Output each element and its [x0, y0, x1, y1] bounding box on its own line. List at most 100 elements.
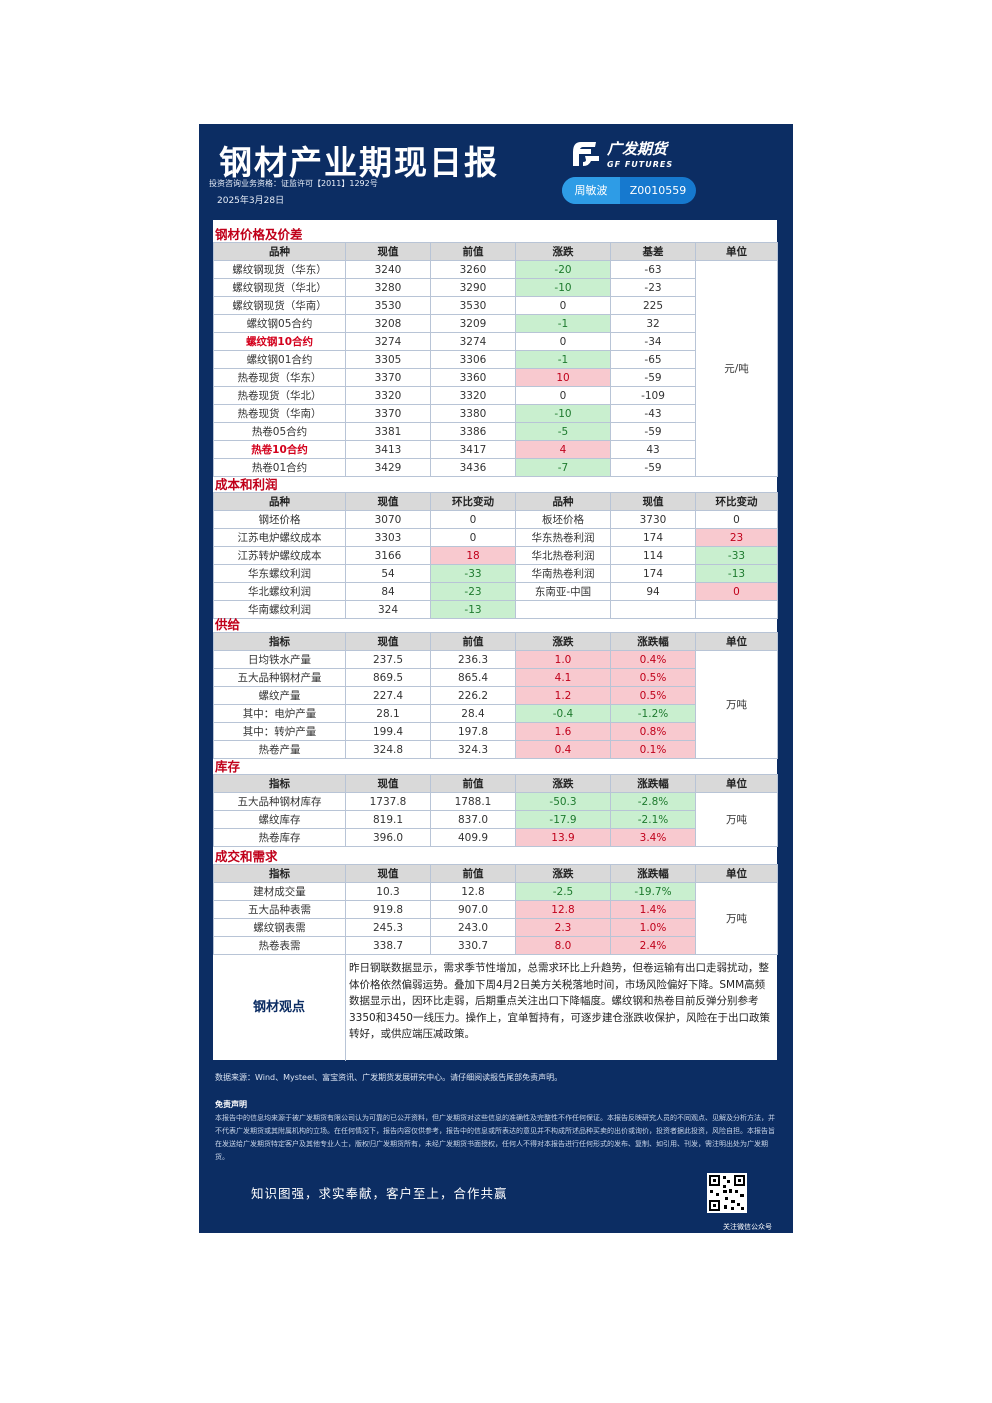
table-row: 江苏电炉螺纹成本 3303 0 华东热卷利润 174 23: [213, 528, 778, 547]
change-value: -20: [515, 260, 611, 279]
table-row: 热卷表需 338.7 330.7 8.0 2.4%: [213, 936, 778, 955]
change-value: 1.2: [515, 686, 611, 705]
header-cell: 指标: [213, 774, 346, 793]
basis-value: -59: [610, 368, 696, 387]
previous-value: 12.8: [430, 882, 516, 901]
current-value: 3208: [345, 314, 431, 333]
previous-value: 324.3: [430, 740, 516, 759]
section-title-cost: 成本和利润: [215, 477, 278, 492]
previous-value: 236.3: [430, 650, 516, 669]
gf-logo-icon: [573, 142, 599, 166]
change-pct: 1.0%: [610, 918, 696, 937]
row-name: 螺纹产量: [213, 686, 346, 705]
change-value: 8.0: [515, 936, 611, 955]
change-value: -10: [515, 404, 611, 423]
data-source: 数据来源：Wind、Mysteel、富宝资讯、广发期货发展研究中心。请仔细阅读报…: [215, 1073, 563, 1082]
basis-value: -34: [610, 332, 696, 351]
table-row: 螺纹钢01合约 3305 3306 -1 -65: [213, 350, 778, 369]
demand-table: 指标 现值 前值 涨跌 涨跌幅 单位 建材成交量 10.3 12.8 -2.5 -19.7% 万吨 五大…: [213, 864, 778, 955]
table-header-row: 指标 现值 前值 涨跌 涨跌幅 单位: [213, 632, 778, 651]
table-row: 华东螺纹利润 54 -33 华南热卷利润 174 -13: [213, 564, 778, 583]
previous-value: 409.9: [430, 828, 516, 847]
table-row: 其中：电炉产量 28.1 28.4 -0.4 -1.2%: [213, 704, 778, 723]
current-value: 174: [610, 528, 696, 547]
report-date: 2025年3月28日: [217, 196, 285, 206]
header-cell: 前值: [430, 774, 516, 793]
current-value: 3070: [345, 510, 431, 529]
current-value: 819.1: [345, 810, 431, 829]
change-value: 2.3: [515, 918, 611, 937]
basis-value: 43: [610, 440, 696, 459]
change-value: -13: [695, 564, 778, 583]
current-value: 84: [345, 582, 431, 601]
previous-value: 28.4: [430, 704, 516, 723]
previous-value: 3380: [430, 404, 516, 423]
table-row: 五大品种表需 919.8 907.0 12.8 1.4%: [213, 900, 778, 919]
change-pct: 2.4%: [610, 936, 696, 955]
current-value: 237.5: [345, 650, 431, 669]
change-value: -10: [515, 278, 611, 297]
change-pct: -2.1%: [610, 810, 696, 829]
current-value: 919.8: [345, 900, 431, 919]
previous-value: 837.0: [430, 810, 516, 829]
change-pct: 0.4%: [610, 650, 696, 669]
current-value: 3305: [345, 350, 431, 369]
current-value: 3413: [345, 440, 431, 459]
current-value: 245.3: [345, 918, 431, 937]
header-cell: 单位: [695, 632, 778, 651]
row-name: 螺纹钢10合约: [213, 332, 346, 351]
basis-value: 225: [610, 296, 696, 315]
current-value: 3280: [345, 278, 431, 297]
table-row: 螺纹产量 227.4 226.2 1.2 0.5%: [213, 686, 778, 705]
previous-value: 3260: [430, 260, 516, 279]
change-value: 12.8: [515, 900, 611, 919]
table-row: 热卷产量 324.8 324.3 0.4 0.1%: [213, 740, 778, 759]
header-cell: 涨跌幅: [610, 632, 696, 651]
logo-chinese-name: 广发期货: [607, 140, 668, 158]
change-value: 23: [695, 528, 778, 547]
current-value: 114: [610, 546, 696, 565]
header-cell: 涨跌幅: [610, 864, 696, 883]
current-value: 3274: [345, 332, 431, 351]
table-row: 热卷01合约 3429 3436 -7 -59: [213, 458, 778, 477]
previous-value: 3386: [430, 422, 516, 441]
row-name: 热卷库存: [213, 828, 346, 847]
current-value: 3303: [345, 528, 431, 547]
company-slogan: 知识图强，求实奉献，客户至上，合作共赢: [251, 1186, 508, 1201]
row-name: 江苏电炉螺纹成本: [213, 528, 346, 547]
data-panel: 钢材价格及价差 品种 现值 前值 涨跌 基差 单位 螺纹钢现货（华东） 3240 3260 -20…: [213, 220, 778, 1061]
change-value: -0.4: [515, 704, 611, 723]
header-cell: 指标: [213, 864, 346, 883]
table-row: 螺纹钢10合约 3274 3274 0 -34: [213, 332, 778, 351]
previous-value: 243.0: [430, 918, 516, 937]
header-cell: 涨跌: [515, 864, 611, 883]
table-row: 建材成交量 10.3 12.8 -2.5 -19.7% 万吨: [213, 882, 778, 955]
current-value: 3320: [345, 386, 431, 405]
cost-table: 品种 现值 环比变动 品种 现值 环比变动 钢坯价格 3070 0 板坯价格 3730 0 江苏电炉螺纹…: [213, 492, 778, 619]
change-value: 1.0: [515, 650, 611, 669]
change-value: 10: [515, 368, 611, 387]
previous-value: 907.0: [430, 900, 516, 919]
section-title-demand: 成交和需求: [215, 849, 278, 864]
change-value: 4.1: [515, 668, 611, 687]
previous-value: 3209: [430, 314, 516, 333]
basis-value: -65: [610, 350, 696, 369]
change-value: 0: [430, 528, 516, 547]
previous-value: 3320: [430, 386, 516, 405]
header-cell: 现值: [345, 864, 431, 883]
row-name: 日均铁水产量: [213, 650, 346, 669]
current-value: 396.0: [345, 828, 431, 847]
row-name: 热卷现货（华东）: [213, 368, 346, 387]
change-value: -1: [515, 350, 611, 369]
row-name: 热卷05合约: [213, 422, 346, 441]
header-cell: 现值: [345, 242, 431, 261]
previous-value: 197.8: [430, 722, 516, 741]
current-value: 54: [345, 564, 431, 583]
row-name: 华东热卷利润: [515, 528, 611, 547]
table-header-row: 品种 现值 环比变动 品种 现值 环比变动: [213, 492, 778, 511]
change-value: -13: [430, 600, 516, 619]
table-row: 热卷现货（华南） 3370 3380 -10 -43: [213, 404, 778, 423]
table-row: 华南螺纹利润 324 -13: [213, 600, 778, 619]
header-cell: 现值: [345, 492, 431, 511]
section-title-price: 钢材价格及价差: [215, 227, 303, 242]
